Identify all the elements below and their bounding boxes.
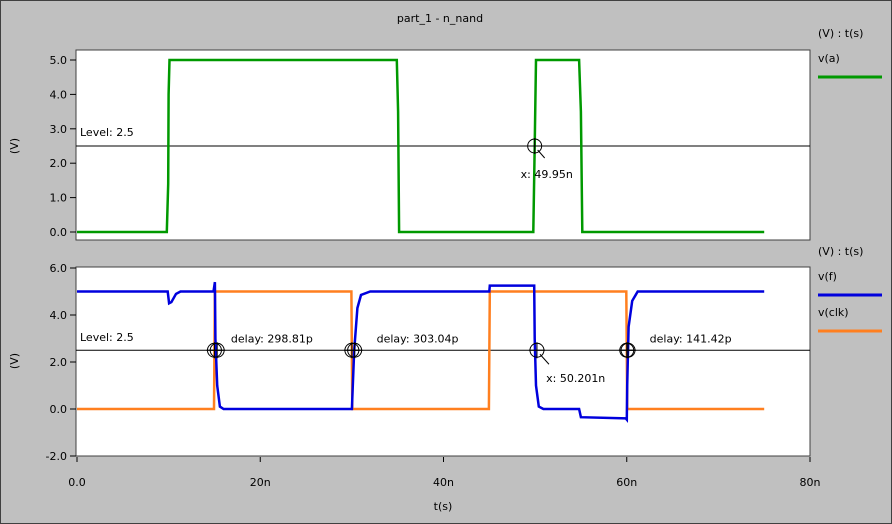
- y-tick-label-bottom: 4.0: [50, 309, 68, 322]
- panel-v-a[interactable]: (V) : t(s) (V) Level: 2.5 0.0 1.0 2.0 3.0 4.…: [8, 27, 882, 241]
- delay-annotation: delay: 298.81p: [231, 332, 313, 345]
- x-tick-label: 80n: [800, 476, 821, 489]
- series-line-vf[interactable]: [77, 281, 765, 424]
- cursor-readout: x: 49.95n: [521, 168, 573, 181]
- x-tick-label: 40n: [433, 476, 454, 489]
- delay-annotation: delay: 141.42p: [650, 332, 732, 345]
- legend-label-vf[interactable]: v(f): [818, 270, 837, 283]
- y-tick-label-top: 0.0: [50, 226, 68, 239]
- y-tick-label-top: 3.0: [50, 123, 68, 136]
- y-tick-label-bottom: 0.0: [50, 403, 68, 416]
- cursor-marker[interactable]: [209, 342, 226, 359]
- plot-area-bottom[interactable]: [75, 266, 811, 457]
- cursor-marker[interactable]: x: 49.95n: [521, 138, 573, 181]
- panel-v-f-clk[interactable]: (V) : t(s) (V) Level: 2.5 t(s) -2.00.02.…: [8, 245, 882, 513]
- legend-label-vclk[interactable]: v(clk): [818, 306, 849, 319]
- level-label-bottom: Level: 2.5: [80, 331, 134, 344]
- x-axis-label: t(s): [434, 500, 453, 513]
- y-tick-label-top: 5.0: [50, 54, 68, 67]
- unit-header-top: (V) : t(s): [818, 27, 863, 40]
- series-line-va[interactable]: [77, 58, 765, 234]
- plot-area-top[interactable]: [75, 49, 811, 241]
- y-tick-label-top: 2.0: [50, 157, 68, 170]
- legend-label-va[interactable]: v(a): [818, 52, 840, 65]
- y-tick-label-bottom: -2.0: [46, 450, 67, 463]
- x-tick-label: 0.0: [68, 476, 86, 489]
- y-tick-label-bottom: 2.0: [50, 356, 68, 369]
- cursor-pointer-line: [539, 353, 550, 365]
- cursor-marker[interactable]: [528, 342, 545, 359]
- level-label-top: Level: 2.5: [80, 126, 134, 139]
- cursor-marker[interactable]: [346, 342, 363, 359]
- cursor-pointer-line: [537, 149, 546, 159]
- window-title: part_1 - n_nand: [397, 12, 483, 25]
- unit-header-bottom: (V) : t(s): [818, 245, 863, 258]
- y-tick-label-top: 4.0: [50, 88, 68, 101]
- y-tick-label-top: 1.0: [50, 192, 68, 205]
- x-tick-label: 20n: [250, 476, 271, 489]
- y-axis-label-top: (V): [8, 138, 21, 154]
- cursor-marker[interactable]: [620, 342, 637, 359]
- y-tick-label-bottom: 6.0: [50, 262, 68, 275]
- cursor-readout: x: 50.201n: [546, 372, 605, 385]
- x-tick-label: 60n: [616, 476, 637, 489]
- delay-annotation: delay: 303.04p: [377, 332, 459, 345]
- y-axis-label-bottom: (V): [8, 353, 21, 369]
